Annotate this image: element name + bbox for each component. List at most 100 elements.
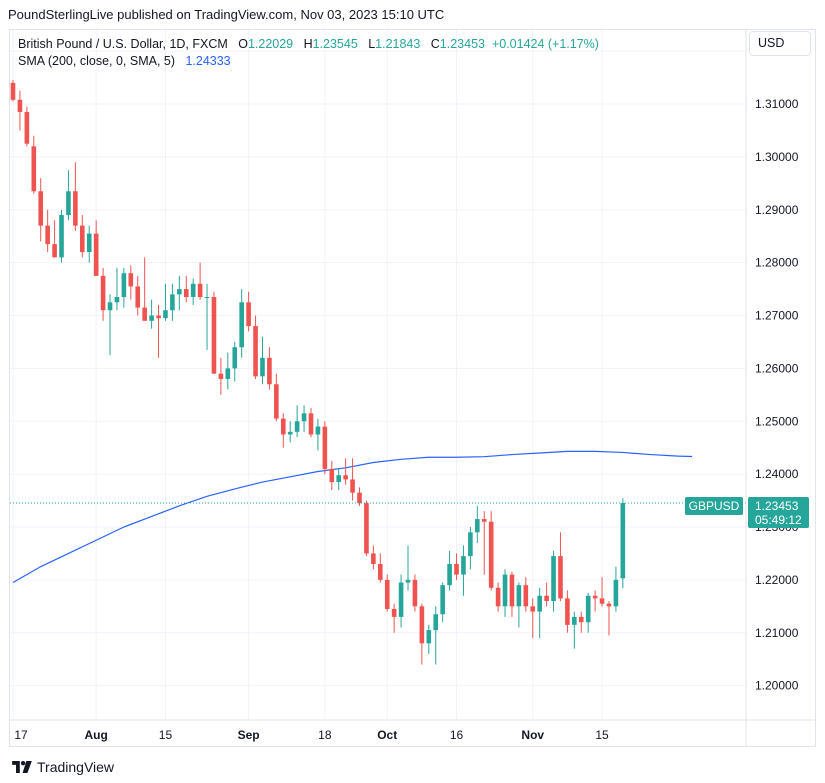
candle[interactable] [31, 135, 37, 194]
candle[interactable] [606, 601, 612, 636]
candle[interactable] [454, 553, 459, 580]
candle[interactable] [149, 299, 154, 329]
candle[interactable] [468, 527, 473, 570]
candle[interactable] [364, 500, 369, 557]
candle[interactable] [38, 178, 44, 242]
candle[interactable] [294, 405, 300, 438]
candle[interactable] [599, 577, 605, 607]
candle[interactable] [142, 257, 147, 321]
candle[interactable] [336, 468, 342, 490]
candle[interactable] [59, 209, 64, 263]
candle[interactable] [426, 624, 432, 654]
sma-label[interactable]: SMA (200, close, 0, SMA, 5) [18, 54, 176, 68]
candle[interactable] [440, 582, 445, 623]
candle[interactable] [419, 603, 425, 665]
candle[interactable] [93, 220, 99, 276]
candle[interactable] [481, 511, 487, 575]
candle[interactable] [80, 215, 85, 258]
candle[interactable] [170, 283, 175, 321]
candle[interactable] [177, 275, 182, 311]
candle[interactable] [114, 267, 120, 311]
candle[interactable] [24, 106, 30, 147]
candle[interactable] [52, 220, 57, 258]
candle[interactable] [128, 265, 134, 300]
candle[interactable] [578, 611, 584, 633]
candle[interactable] [239, 289, 244, 358]
candle[interactable] [391, 603, 397, 633]
candle[interactable] [620, 498, 626, 589]
candle[interactable] [405, 545, 411, 591]
candle[interactable] [218, 357, 224, 395]
candle-body [114, 297, 120, 303]
candle[interactable] [17, 90, 23, 131]
candle[interactable] [135, 275, 141, 316]
candle-body [329, 468, 335, 483]
candle[interactable] [274, 373, 279, 422]
candle[interactable] [371, 545, 376, 570]
candle[interactable] [530, 598, 536, 639]
candle[interactable] [572, 611, 577, 649]
candle[interactable] [592, 590, 598, 612]
candle[interactable] [357, 487, 362, 506]
candle[interactable] [585, 593, 591, 633]
candle[interactable] [488, 511, 494, 591]
candle-body [336, 475, 342, 483]
candle[interactable] [45, 209, 50, 253]
candle[interactable] [156, 304, 161, 358]
candle[interactable] [73, 162, 78, 231]
candle[interactable] [343, 458, 348, 485]
candle[interactable] [190, 278, 196, 305]
price-axis: 1.320001.310001.300001.290001.280001.270… [755, 44, 799, 692]
candle[interactable] [121, 267, 127, 308]
candle[interactable] [475, 505, 480, 543]
candle[interactable] [544, 582, 549, 607]
candle-body [274, 384, 279, 419]
candle[interactable] [502, 569, 508, 617]
candle[interactable] [384, 574, 390, 612]
candle[interactable] [322, 421, 328, 475]
candle[interactable] [461, 545, 466, 596]
candle[interactable] [613, 566, 619, 612]
candle[interactable] [301, 405, 307, 432]
candle[interactable] [523, 577, 529, 612]
candle[interactable] [398, 574, 404, 628]
candle[interactable] [10, 80, 16, 102]
candle[interactable] [509, 571, 515, 617]
candle[interactable] [565, 590, 570, 633]
currency-button[interactable]: USD [749, 31, 811, 56]
candle[interactable] [558, 532, 563, 602]
candle[interactable] [107, 294, 113, 356]
candle[interactable] [246, 291, 251, 332]
candle[interactable] [377, 553, 383, 583]
candle[interactable] [412, 574, 418, 612]
candle[interactable] [495, 582, 501, 612]
candle[interactable] [280, 413, 286, 448]
candle[interactable] [183, 275, 189, 303]
candle[interactable] [253, 315, 258, 379]
symbol-description[interactable]: British Pound / U.S. Dollar, 1D, FXCM [18, 37, 228, 51]
candle[interactable] [308, 408, 314, 438]
candle[interactable] [516, 582, 522, 628]
candle[interactable] [225, 352, 231, 390]
candle[interactable] [287, 421, 293, 443]
candle[interactable] [267, 347, 272, 390]
candle[interactable] [551, 550, 556, 612]
candle[interactable] [197, 262, 203, 300]
candle[interactable] [260, 336, 265, 385]
candle[interactable] [163, 283, 168, 321]
candle[interactable] [66, 170, 71, 221]
candle[interactable] [537, 587, 542, 639]
candle[interactable] [315, 418, 321, 451]
candle[interactable] [86, 225, 92, 263]
candle[interactable] [447, 550, 452, 591]
tradingview-brand[interactable]: TradingView [12, 759, 114, 775]
candle[interactable] [204, 283, 210, 350]
candle[interactable] [232, 341, 238, 382]
candle[interactable] [211, 291, 217, 374]
candle[interactable] [433, 606, 439, 665]
candle[interactable] [100, 267, 106, 321]
candle[interactable] [350, 458, 355, 501]
sma-legend-row[interactable]: SMA (200, close, 0, SMA, 5) 1.24333 [18, 53, 599, 70]
candle[interactable] [329, 460, 335, 490]
